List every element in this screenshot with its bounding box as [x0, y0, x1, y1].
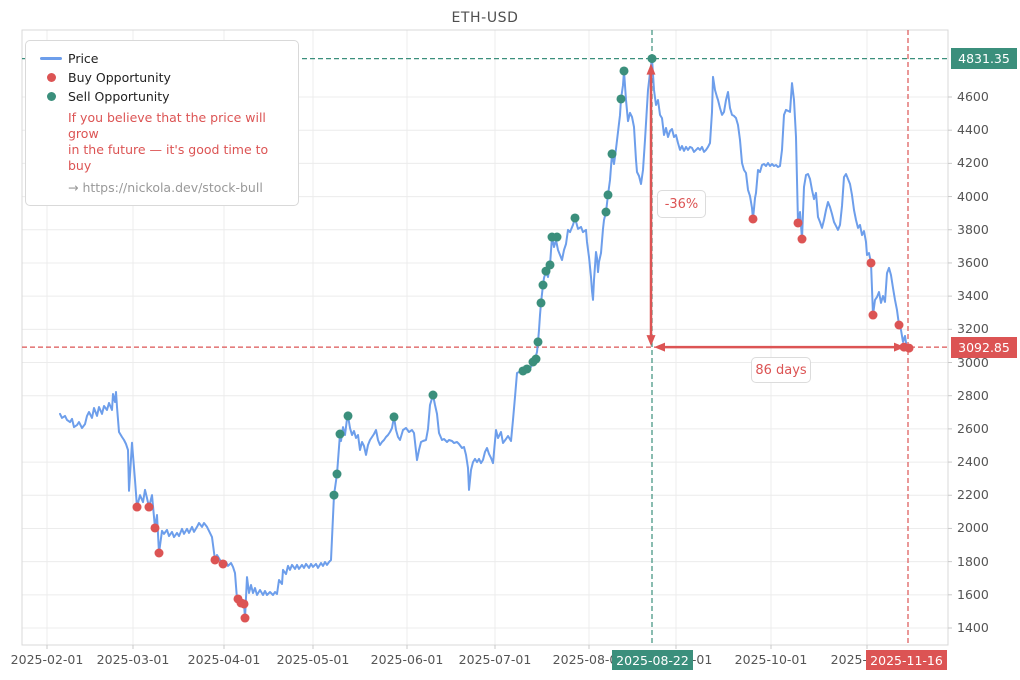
y-axis-tick-label: 4000	[957, 188, 989, 204]
sell-point	[428, 390, 438, 400]
x-axis-tick-label: 2025-03-01	[96, 652, 170, 667]
buy-point	[132, 502, 142, 512]
peak-price-badge: 4831.35	[951, 48, 1017, 69]
buy-point	[240, 613, 250, 623]
legend-buy-label: Buy Opportunity	[68, 70, 171, 85]
buy-point	[210, 555, 220, 565]
x-axis-tick-label: 2025-10-01	[734, 652, 808, 667]
x-axis-tick-label: 2025-07-01	[458, 652, 532, 667]
y-axis-tick-label: 2000	[957, 520, 989, 536]
x-axis-tick-label: 2025-08-01	[552, 652, 626, 667]
arrow-up-icon	[646, 63, 656, 75]
sell-point	[552, 232, 562, 242]
sell-point	[570, 213, 580, 223]
current-date-badge: 2025-11-16	[866, 650, 947, 670]
buy-point	[866, 258, 876, 268]
sell-point	[522, 364, 532, 374]
buy-point	[797, 234, 807, 244]
y-axis-tick-label: 3200	[957, 321, 989, 337]
sell-point	[335, 429, 345, 439]
buy-point	[154, 548, 164, 558]
sell-point	[389, 412, 399, 422]
sell-point	[607, 149, 617, 159]
y-axis-tick-label: 3000	[957, 354, 989, 370]
arrow-right-icon	[894, 342, 905, 352]
y-axis-tick-label: 4600	[957, 89, 989, 104]
sell-point	[533, 337, 543, 347]
buy-point	[150, 523, 160, 533]
legend-hint-text: If you believe that the price will grow …	[68, 110, 269, 173]
arrow-left-icon	[654, 342, 665, 352]
sell-point	[545, 260, 555, 270]
x-axis-tick-label: 2025-06-01	[370, 652, 444, 667]
legend-item-buy: Buy Opportunity	[34, 68, 292, 87]
y-axis-tick-label: 4400	[957, 122, 989, 138]
legend-item-sell: Sell Opportunity	[34, 87, 292, 106]
y-axis-tick-label: 2600	[957, 420, 989, 436]
buy-point	[239, 599, 249, 609]
y-axis-tick-label: 1800	[957, 553, 989, 569]
y-axis-tick-label: 1600	[957, 586, 989, 602]
buy-point	[894, 320, 904, 330]
plot-border	[21, 29, 949, 646]
sell-point	[616, 94, 626, 104]
x-axis-tick-label: 2025-05-01	[276, 652, 350, 667]
buy-point	[218, 559, 228, 569]
sell-point	[647, 54, 657, 64]
sell-point	[531, 354, 541, 364]
legend-price-label: Price	[68, 51, 99, 66]
duration-box: 86 days	[751, 357, 811, 383]
buy-point	[144, 502, 154, 512]
sell-point	[601, 207, 611, 217]
x-axis-tick-label: 2025-04-01	[187, 652, 261, 667]
arrow-down-icon	[646, 335, 656, 347]
y-axis-tick-label: 2800	[957, 387, 989, 403]
y-axis-tick-label: 2200	[957, 487, 989, 503]
buy-point	[868, 310, 878, 320]
y-axis-tick-label: 2400	[957, 454, 989, 470]
sell-point	[619, 66, 629, 76]
current-price-badge: 3092.85	[951, 337, 1017, 358]
chart-legend: Price Buy Opportunity Sell Opportunity I…	[25, 40, 299, 206]
y-axis-tick-label: 4200	[957, 155, 989, 171]
sell-point	[343, 411, 353, 421]
buy-point	[793, 218, 803, 228]
buy-dot-icon	[34, 73, 68, 82]
legend-item-price: Price	[34, 49, 292, 68]
sell-point	[603, 190, 613, 200]
sell-point	[329, 490, 339, 500]
y-axis-tick-label: 3600	[957, 254, 989, 270]
legend-link: → https://nickola.dev/stock-bull	[68, 180, 263, 195]
y-axis-tick-label: 1400	[957, 620, 989, 635]
buy-point	[748, 214, 758, 224]
y-axis-tick-label: 3400	[957, 288, 989, 304]
page-title: ETH-USD	[451, 10, 519, 26]
sell-point	[536, 298, 546, 308]
drop-percent-box: -36%	[657, 190, 706, 218]
x-axis-tick-label: 2025-02-01	[10, 652, 84, 667]
sell-point	[332, 469, 342, 479]
legend-sell-label: Sell Opportunity	[68, 89, 170, 104]
y-axis-tick-label: 3800	[957, 221, 989, 237]
sell-dot-icon	[34, 92, 68, 101]
sell-point	[538, 280, 548, 290]
price-line-icon	[34, 57, 68, 60]
buy-point	[904, 343, 914, 353]
peak-date-badge: 2025-08-22	[612, 650, 693, 670]
